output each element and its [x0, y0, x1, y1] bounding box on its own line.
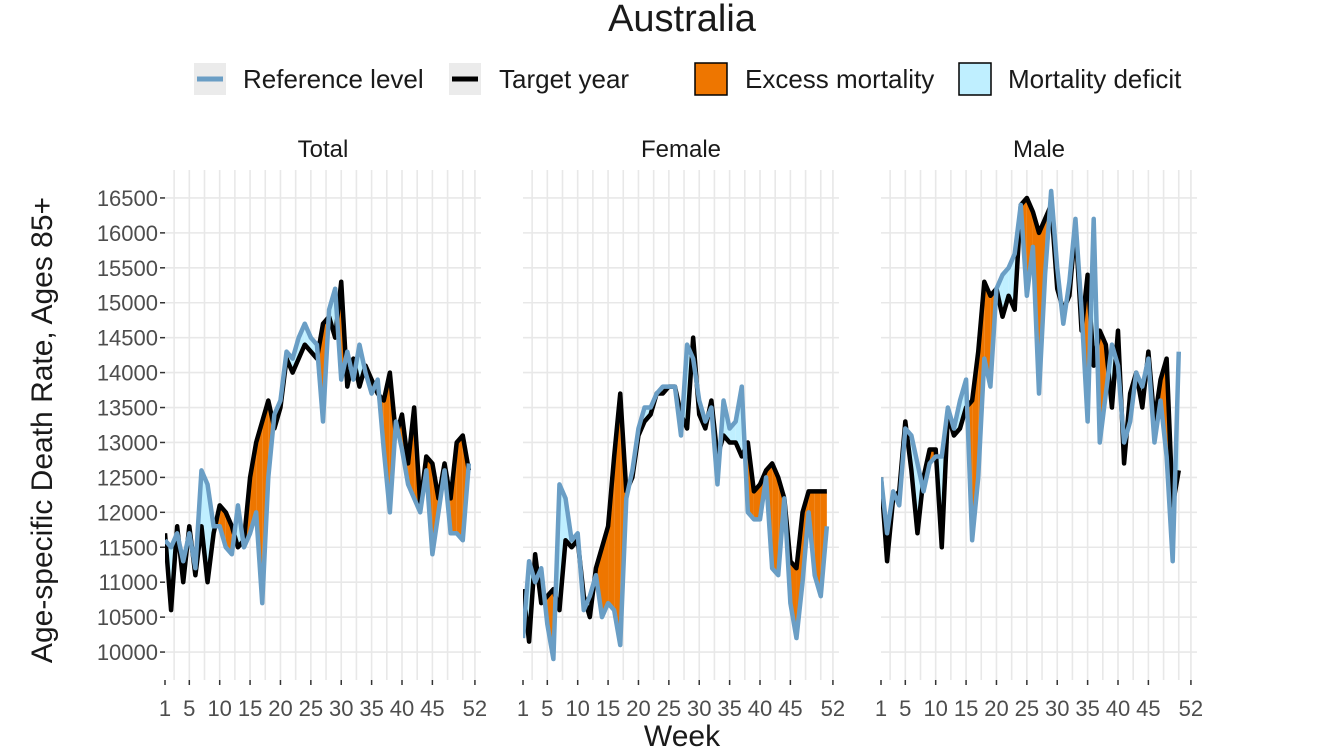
y-tick-label: 13000	[97, 430, 158, 455]
x-tick-label: 40	[390, 696, 414, 721]
y-axis-title: Age-specific Death Rate, Ages 85+	[26, 197, 59, 663]
x-tick-label: 30	[329, 696, 353, 721]
series-lines	[165, 279, 472, 613]
facet-title: Female	[641, 136, 721, 163]
y-tick-label: 15000	[97, 291, 158, 316]
x-tick-label: 45	[1136, 696, 1160, 721]
y-tick-label: 13500	[97, 396, 158, 421]
x-tick-label: 5	[183, 696, 195, 721]
legend: Reference level Target year Excess mortali…	[194, 62, 1182, 96]
x-tick-label: 30	[1045, 696, 1069, 721]
y-tick-label: 16000	[97, 221, 158, 246]
x-tick-label: 20	[626, 696, 650, 721]
x-tick-label: 35	[359, 696, 383, 721]
legend-label: Target year	[499, 64, 629, 94]
excess-area	[250, 442, 257, 534]
y-tick-label: 12500	[97, 465, 158, 490]
reference-level-line	[881, 188, 1182, 564]
x-tick-label: 15	[238, 696, 262, 721]
x-tick-label: 40	[1106, 696, 1130, 721]
target-year-line	[523, 335, 827, 644]
x-tick-label: 20	[984, 696, 1008, 721]
excess-area	[456, 435, 463, 541]
x-tick-label: 35	[1075, 696, 1099, 721]
facet-total: Total 10000 10500 11000 11500 12000 12500 13000…	[97, 136, 487, 721]
y-tick-label: 12000	[97, 500, 158, 525]
x-tick-label: 25	[1015, 696, 1039, 721]
y-tick-label: 10500	[97, 605, 158, 630]
grid	[881, 170, 1197, 680]
x-tick-label: 15	[954, 696, 978, 721]
series-lines	[523, 335, 830, 662]
x-tick-label: 1	[159, 696, 171, 721]
legend-label: Reference level	[243, 64, 424, 94]
x-tick-label: 45	[420, 696, 444, 721]
series-lines	[881, 188, 1182, 564]
x-tick-label: 10	[923, 696, 947, 721]
x-tick-label: 15	[596, 696, 620, 721]
x-tick-label: 52	[821, 696, 845, 721]
x-tick-label: 45	[778, 696, 802, 721]
x-tick-label: 52	[1179, 696, 1203, 721]
excess-area	[772, 463, 779, 576]
facet-title: Total	[298, 136, 349, 163]
excess-area	[753, 484, 760, 520]
legend-key-swatch	[694, 62, 728, 96]
target-year-line	[881, 195, 1181, 564]
legend-item-target: Target year	[449, 63, 629, 95]
reference-level-line	[165, 286, 472, 606]
x-tick-label: 52	[463, 696, 487, 721]
y-tick-label: 10000	[97, 640, 158, 665]
reference-level-line	[523, 342, 830, 662]
y-tick-label: 16500	[97, 186, 158, 211]
x-tick-label: 20	[268, 696, 292, 721]
x-tick-label: 40	[748, 696, 772, 721]
x-axis: 1 5 10 15 20 25 30 35 40 45 52	[159, 680, 487, 721]
legend-item-reference: Reference level	[194, 63, 424, 95]
facet-panels: Total 10000 10500 11000 11500 12000 12500 13000…	[97, 136, 1203, 721]
x-axis: 1 5 10 15 20 25 30 35 40 45 52	[875, 680, 1203, 721]
x-tick-label: 10	[565, 696, 589, 721]
legend-key-swatch	[958, 62, 992, 96]
facet-title: Male	[1013, 136, 1065, 163]
y-tick-label: 11000	[98, 570, 158, 595]
legend-item-deficit: Mortality deficit	[958, 62, 1182, 96]
legend-label: Mortality deficit	[1008, 64, 1182, 94]
target-year-line	[165, 279, 472, 613]
legend-label: Excess mortality	[745, 64, 934, 94]
grid	[165, 170, 481, 680]
x-tick-label: 10	[207, 696, 231, 721]
x-tick-label: 30	[687, 696, 711, 721]
y-axis: 10000 10500 11000 11500 12000 12500 13000 13500…	[97, 186, 165, 665]
x-axis: 1 5 10 15 20 25 30 35 40 45 52	[517, 680, 845, 721]
x-tick-label: 25	[657, 696, 681, 721]
y-tick-label: 14500	[97, 326, 158, 351]
x-tick-label: 35	[717, 696, 741, 721]
x-axis-title: Week	[644, 720, 721, 750]
chart-title: Australia	[608, 0, 757, 40]
x-tick-label: 25	[299, 696, 323, 721]
x-tick-label: 1	[517, 696, 529, 721]
x-tick-label: 5	[541, 696, 553, 721]
y-tick-label: 11500	[98, 535, 158, 560]
y-tick-label: 14000	[97, 361, 158, 386]
y-tick-label: 15500	[97, 256, 158, 281]
legend-item-excess: Excess mortality	[694, 62, 934, 96]
x-tick-label: 1	[875, 696, 887, 721]
x-tick-label: 5	[899, 696, 911, 721]
